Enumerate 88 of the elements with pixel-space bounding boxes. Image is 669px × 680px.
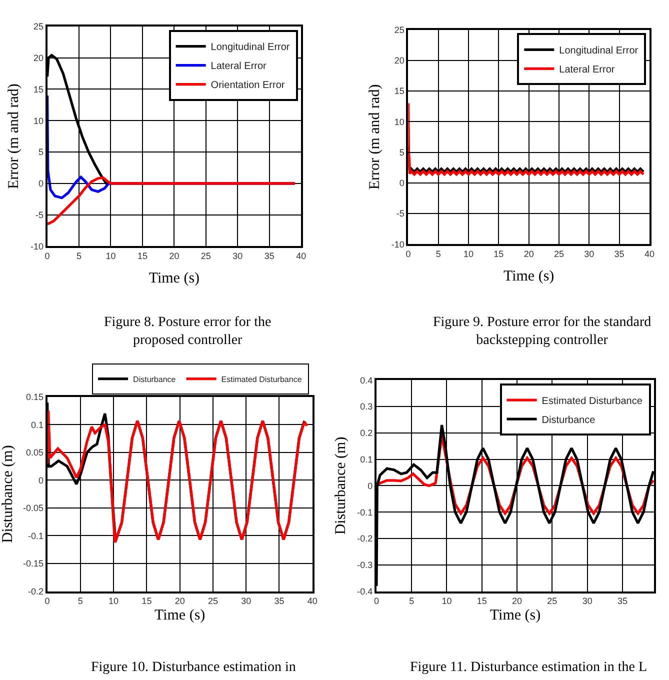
y-tick-label: 25 — [394, 24, 404, 35]
x-tick-label: 40 — [644, 248, 654, 259]
y-tick-label: 10 — [394, 116, 404, 127]
x-tick-label: 15 — [137, 251, 148, 261]
caption: Figure 11. Disturbance estimation in the L — [410, 660, 648, 675]
legend-label: Longitudinal Error — [559, 46, 639, 57]
y-axis-title: Error (m and rad) — [367, 84, 384, 190]
x-tick-label: 15 — [494, 248, 504, 259]
x-tick-label: 10 — [106, 251, 116, 261]
y-tick-label: -0.2 — [28, 586, 44, 596]
x-tick-label: 10 — [108, 596, 119, 606]
x-tick-label: 35 — [264, 251, 274, 261]
legend-label: Estimated Disturbance — [221, 374, 302, 384]
y-tick-label: 0 — [368, 480, 373, 491]
y-tick-label: 15 — [33, 84, 44, 94]
x-tick-label: 35 — [274, 596, 284, 606]
x-tick-label: 35 — [617, 596, 628, 606]
y-tick-label: 10 — [33, 116, 44, 126]
y-tick-label: 15 — [394, 86, 404, 96]
caption: Figure 9. Posture error for the standard backstepping controller — [433, 315, 652, 348]
x-tick-label: 25 — [554, 248, 564, 259]
y-tick-label: -0.05 — [22, 503, 44, 514]
x-tick-label: 35 — [614, 248, 624, 259]
y-tick-label: -0.15 — [22, 558, 44, 569]
x-tick-label: 25 — [208, 596, 218, 606]
x-tick-label: 0 — [44, 251, 50, 261]
y-tick-label: 5 — [38, 147, 44, 158]
y-tick-label: 0 — [38, 178, 44, 189]
y-tick-label: 5 — [399, 147, 404, 158]
x-tick-label: 20 — [169, 251, 180, 261]
caption: Figure 10. Disturbance estimation in — [91, 660, 296, 675]
y-tick-label: 0 — [38, 475, 44, 486]
y-tick-label: -0.4 — [357, 586, 373, 596]
x-axis-title: Time (s) — [154, 608, 206, 624]
legend-label: Orientation Error — [210, 80, 286, 92]
y-tick-label: -0.3 — [357, 560, 373, 570]
y-tick-label: -0.1 — [357, 507, 373, 518]
x-axis-title: Time (s) — [503, 268, 554, 284]
y-tick-label: 0.1 — [30, 420, 44, 430]
x-tick-label: 30 — [232, 251, 243, 261]
y-tick-label: -10 — [391, 239, 404, 250]
y-tick-label: -5 — [35, 210, 44, 220]
x-tick-label: 30 — [584, 248, 594, 259]
y-tick-label: -0.1 — [28, 530, 44, 541]
x-tick-label: 5 — [436, 248, 441, 259]
x-axis-title: Time (s) — [490, 608, 541, 624]
x-tick-label: 25 — [200, 251, 211, 261]
y-tick-label: 0.15 — [26, 392, 44, 402]
x-axis-title: Time (s) — [148, 270, 200, 286]
x-tick-label: 30 — [241, 596, 252, 606]
y-axis-title: Disturbance (m) — [332, 436, 349, 535]
y-tick-label: 0 — [399, 178, 404, 188]
x-tick-label: 25 — [547, 596, 558, 606]
y-axis-title: Disturbance (m) — [0, 445, 16, 544]
y-tick-label: 20 — [33, 52, 44, 63]
y-tick-label: 20 — [394, 56, 404, 66]
x-tick-label: 15 — [476, 596, 487, 606]
y-tick-label: 0.05 — [26, 448, 44, 458]
y-tick-label: -0.2 — [357, 534, 373, 544]
x-tick-label: 20 — [524, 248, 534, 259]
x-tick-label: 5 — [409, 596, 414, 606]
x-tick-label: 20 — [512, 596, 522, 606]
y-tick-label: -5 — [396, 208, 404, 219]
y-tick-label: 0.2 — [360, 428, 373, 438]
x-tick-label: 15 — [142, 596, 152, 606]
y-tick-label: 0.4 — [360, 375, 373, 386]
legend-label: Disturbance — [133, 374, 176, 384]
y-tick-label: 0.1 — [360, 454, 373, 464]
legend-label: Lateral Error — [559, 64, 616, 76]
legend-label: Lateral Error — [210, 61, 268, 72]
legend-label: Disturbance — [542, 414, 596, 426]
x-tick-label: 10 — [464, 248, 474, 259]
x-tick-label: 0 — [44, 596, 50, 606]
caption: Figure 8. Posture error for the proposed controller — [104, 315, 272, 348]
legend-label: Estimated Disturbance — [542, 396, 643, 407]
x-tick-label: 0 — [406, 248, 411, 259]
x-tick-label: 20 — [174, 596, 185, 606]
y-tick-label: -10 — [30, 241, 44, 252]
y-axis-title: Error (m and rad) — [6, 84, 22, 190]
x-tick-label: 10 — [442, 596, 452, 606]
x-tick-label: 40 — [307, 596, 318, 606]
x-tick-label: 5 — [76, 251, 82, 261]
y-tick-label: 25 — [33, 22, 44, 32]
x-tick-label: 30 — [582, 596, 592, 606]
y-tick-label: 0.3 — [360, 402, 373, 412]
x-tick-label: 5 — [78, 596, 83, 606]
x-tick-label: 40 — [296, 251, 306, 261]
legend-label: Longitudinal Error — [210, 42, 290, 54]
